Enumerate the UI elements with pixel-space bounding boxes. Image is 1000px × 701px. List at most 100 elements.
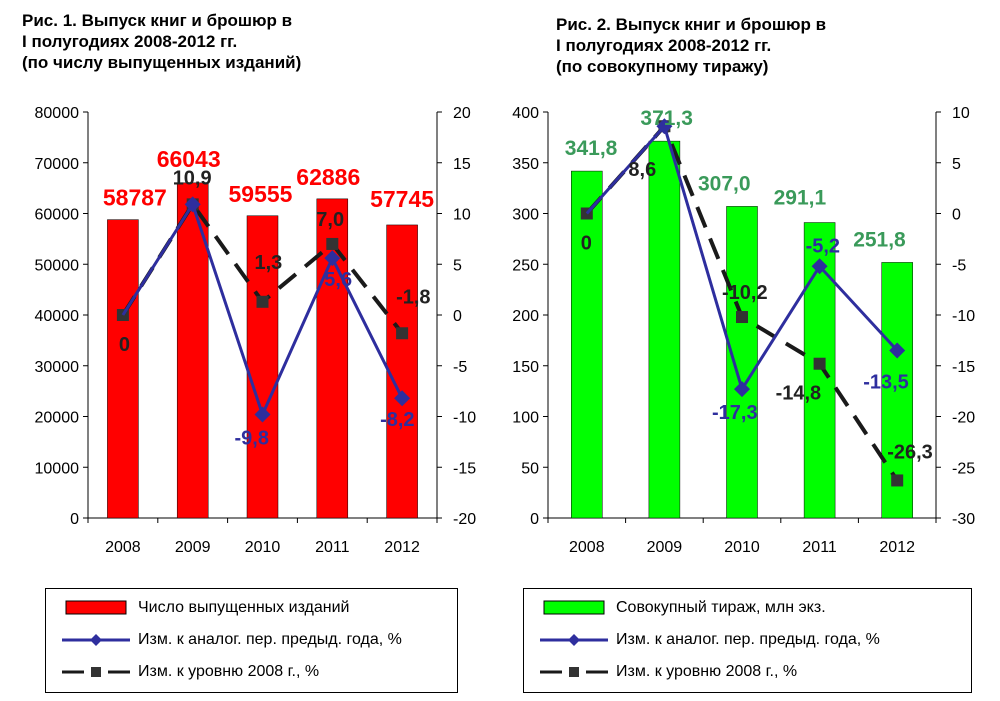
left-tick-label: 350 <box>512 156 539 173</box>
yoy-value-label: -17,3 <box>712 402 758 424</box>
right-tick-label: -25 <box>952 460 975 477</box>
bar-value-label: 59555 <box>229 181 293 207</box>
bar-value-label: 62886 <box>296 164 360 190</box>
left-tick-label: 250 <box>512 257 539 274</box>
point-yoy <box>889 342 906 359</box>
chart2-legend: Совокупный тираж, млн экз. Изм. к аналог… <box>523 588 972 693</box>
point-yoy <box>811 258 828 275</box>
right-tick-label: 5 <box>453 257 462 274</box>
point-vs2008 <box>396 327 409 340</box>
chart2-title-line: (по совокупному тиражу) <box>556 57 769 76</box>
left-tick-label: 0 <box>530 511 539 528</box>
point-vs2008 <box>116 309 129 321</box>
yoy-value-label: 5,6 <box>324 269 352 291</box>
point-yoy <box>184 196 201 213</box>
left-tick-label: 50000 <box>35 257 80 274</box>
left-tick-label: 70000 <box>35 156 80 173</box>
legend-label: Изм. к аналог. пер. предыд. года, % <box>616 631 880 648</box>
point-yoy <box>656 118 673 135</box>
bar-value-label: 341,8 <box>565 137 618 160</box>
legend-square-dashed-line-icon <box>540 667 608 677</box>
yoy-value-label: -13,5 <box>863 372 909 394</box>
right-tick-label: -5 <box>453 359 467 376</box>
right-tick-label: 20 <box>453 105 471 122</box>
right-tick-label: -20 <box>453 511 476 528</box>
left-tick-label: 60000 <box>35 207 80 224</box>
chart1-title-line: Рис. 1. Выпуск книг и брошюр в <box>22 11 293 30</box>
legend-diamond-line-icon <box>540 634 608 646</box>
bar-value-label: 57745 <box>370 186 434 212</box>
x-tick-label: 2012 <box>879 539 915 556</box>
chart1-title-line: I полугодиях 2008-2012 гг. <box>22 32 238 51</box>
point-yoy <box>734 381 750 398</box>
bar-value-label: 251,8 <box>853 228 906 251</box>
legend-label: Изм. к уровню 2008 г., % <box>616 663 798 680</box>
legend-item-yoy: Изм. к аналог. пер. предыд. года, % <box>46 629 457 651</box>
right-tick-label: -20 <box>952 410 975 427</box>
bar <box>648 140 681 519</box>
bar <box>571 170 603 519</box>
left-tick-label: 0 <box>70 511 79 528</box>
left-tick-label: 100 <box>512 410 539 427</box>
right-tick-label: -30 <box>952 511 975 528</box>
legend-label: Число выпущенных изданий <box>138 599 350 616</box>
right-tick-label: -10 <box>453 410 476 427</box>
yoy-value-label: -8,2 <box>380 409 414 431</box>
legend-label: Изм. к аналог. пер. предыд. года, % <box>138 631 402 648</box>
point-yoy <box>394 390 411 407</box>
legend-swatch-red <box>65 600 127 615</box>
x-tick-label: 2011 <box>802 539 837 556</box>
point-yoy <box>254 406 271 423</box>
left-tick-label: 30000 <box>35 359 80 376</box>
legend-item-yoy: Изм. к аналог. пер. предыд. года, % <box>524 629 971 651</box>
right-tick-label: -15 <box>453 460 476 477</box>
vs2008-value-label: 7,0 <box>316 209 344 231</box>
chart1-title-line: (по числу выпущенных изданий) <box>22 53 302 72</box>
legend-label: Изм. к уровню 2008 г., % <box>138 663 320 680</box>
bar-value-label: 307,0 <box>698 172 751 195</box>
vs2008-value-label: -14,8 <box>776 383 822 405</box>
bar-value-label: 291,1 <box>774 187 827 210</box>
left-tick-label: 10000 <box>35 460 80 477</box>
left-tick-label: 20000 <box>35 410 80 427</box>
vs2008-value-label: 0 <box>119 334 130 356</box>
left-tick-label: 50 <box>521 460 539 477</box>
x-tick-label: 2010 <box>724 539 760 556</box>
point-vs2008 <box>256 295 269 308</box>
yoy-value-label: -5,2 <box>806 235 840 257</box>
x-tick-label: 2009 <box>647 539 683 556</box>
chart2-title-line: Рис. 2. Выпуск книг и брошюр в <box>556 15 827 34</box>
right-tick-label: -10 <box>952 308 975 325</box>
right-tick-label: 5 <box>952 156 961 173</box>
vs2008-value-label: 1,3 <box>255 252 283 274</box>
vs2008-value-label: -26,3 <box>887 441 933 463</box>
legend-item-vs2008: Изм. к уровню 2008 г., % <box>46 661 457 683</box>
point-vs2008 <box>326 237 339 250</box>
right-tick-label: -5 <box>952 257 966 274</box>
left-tick-label: 200 <box>512 308 539 325</box>
left-tick-label: 400 <box>512 105 539 122</box>
bar-value-label: 58787 <box>103 185 167 211</box>
right-tick-label: 0 <box>952 207 961 224</box>
legend-diamond-line-icon <box>62 634 130 646</box>
bar <box>107 219 139 519</box>
left-tick-label: 40000 <box>35 308 80 325</box>
right-tick-label: 10 <box>453 207 471 224</box>
vs2008-value-label: -1,8 <box>396 286 430 308</box>
bar-value-label: 371,3 <box>640 107 693 130</box>
point-vs2008 <box>891 474 904 487</box>
vs2008-value-label: 0 <box>581 233 592 255</box>
x-tick-label: 2008 <box>569 539 605 556</box>
x-tick-label: 2012 <box>384 539 420 556</box>
right-tick-label: 15 <box>453 156 471 173</box>
chart1-title: Рис. 1. Выпуск книг и брошюр в I полугод… <box>22 10 301 73</box>
right-tick-label: 10 <box>952 105 970 122</box>
legend-swatch-green <box>543 600 605 615</box>
left-tick-label: 80000 <box>35 105 80 122</box>
point-vs2008 <box>813 357 826 370</box>
chart2-title-line: I полугодиях 2008-2012 гг. <box>556 36 772 55</box>
vs2008-value-label: 8,6 <box>628 159 656 181</box>
legend-label: Совокупный тираж, млн экз. <box>616 599 826 616</box>
legend-item-bars: Совокупный тираж, млн экз. <box>524 597 971 619</box>
